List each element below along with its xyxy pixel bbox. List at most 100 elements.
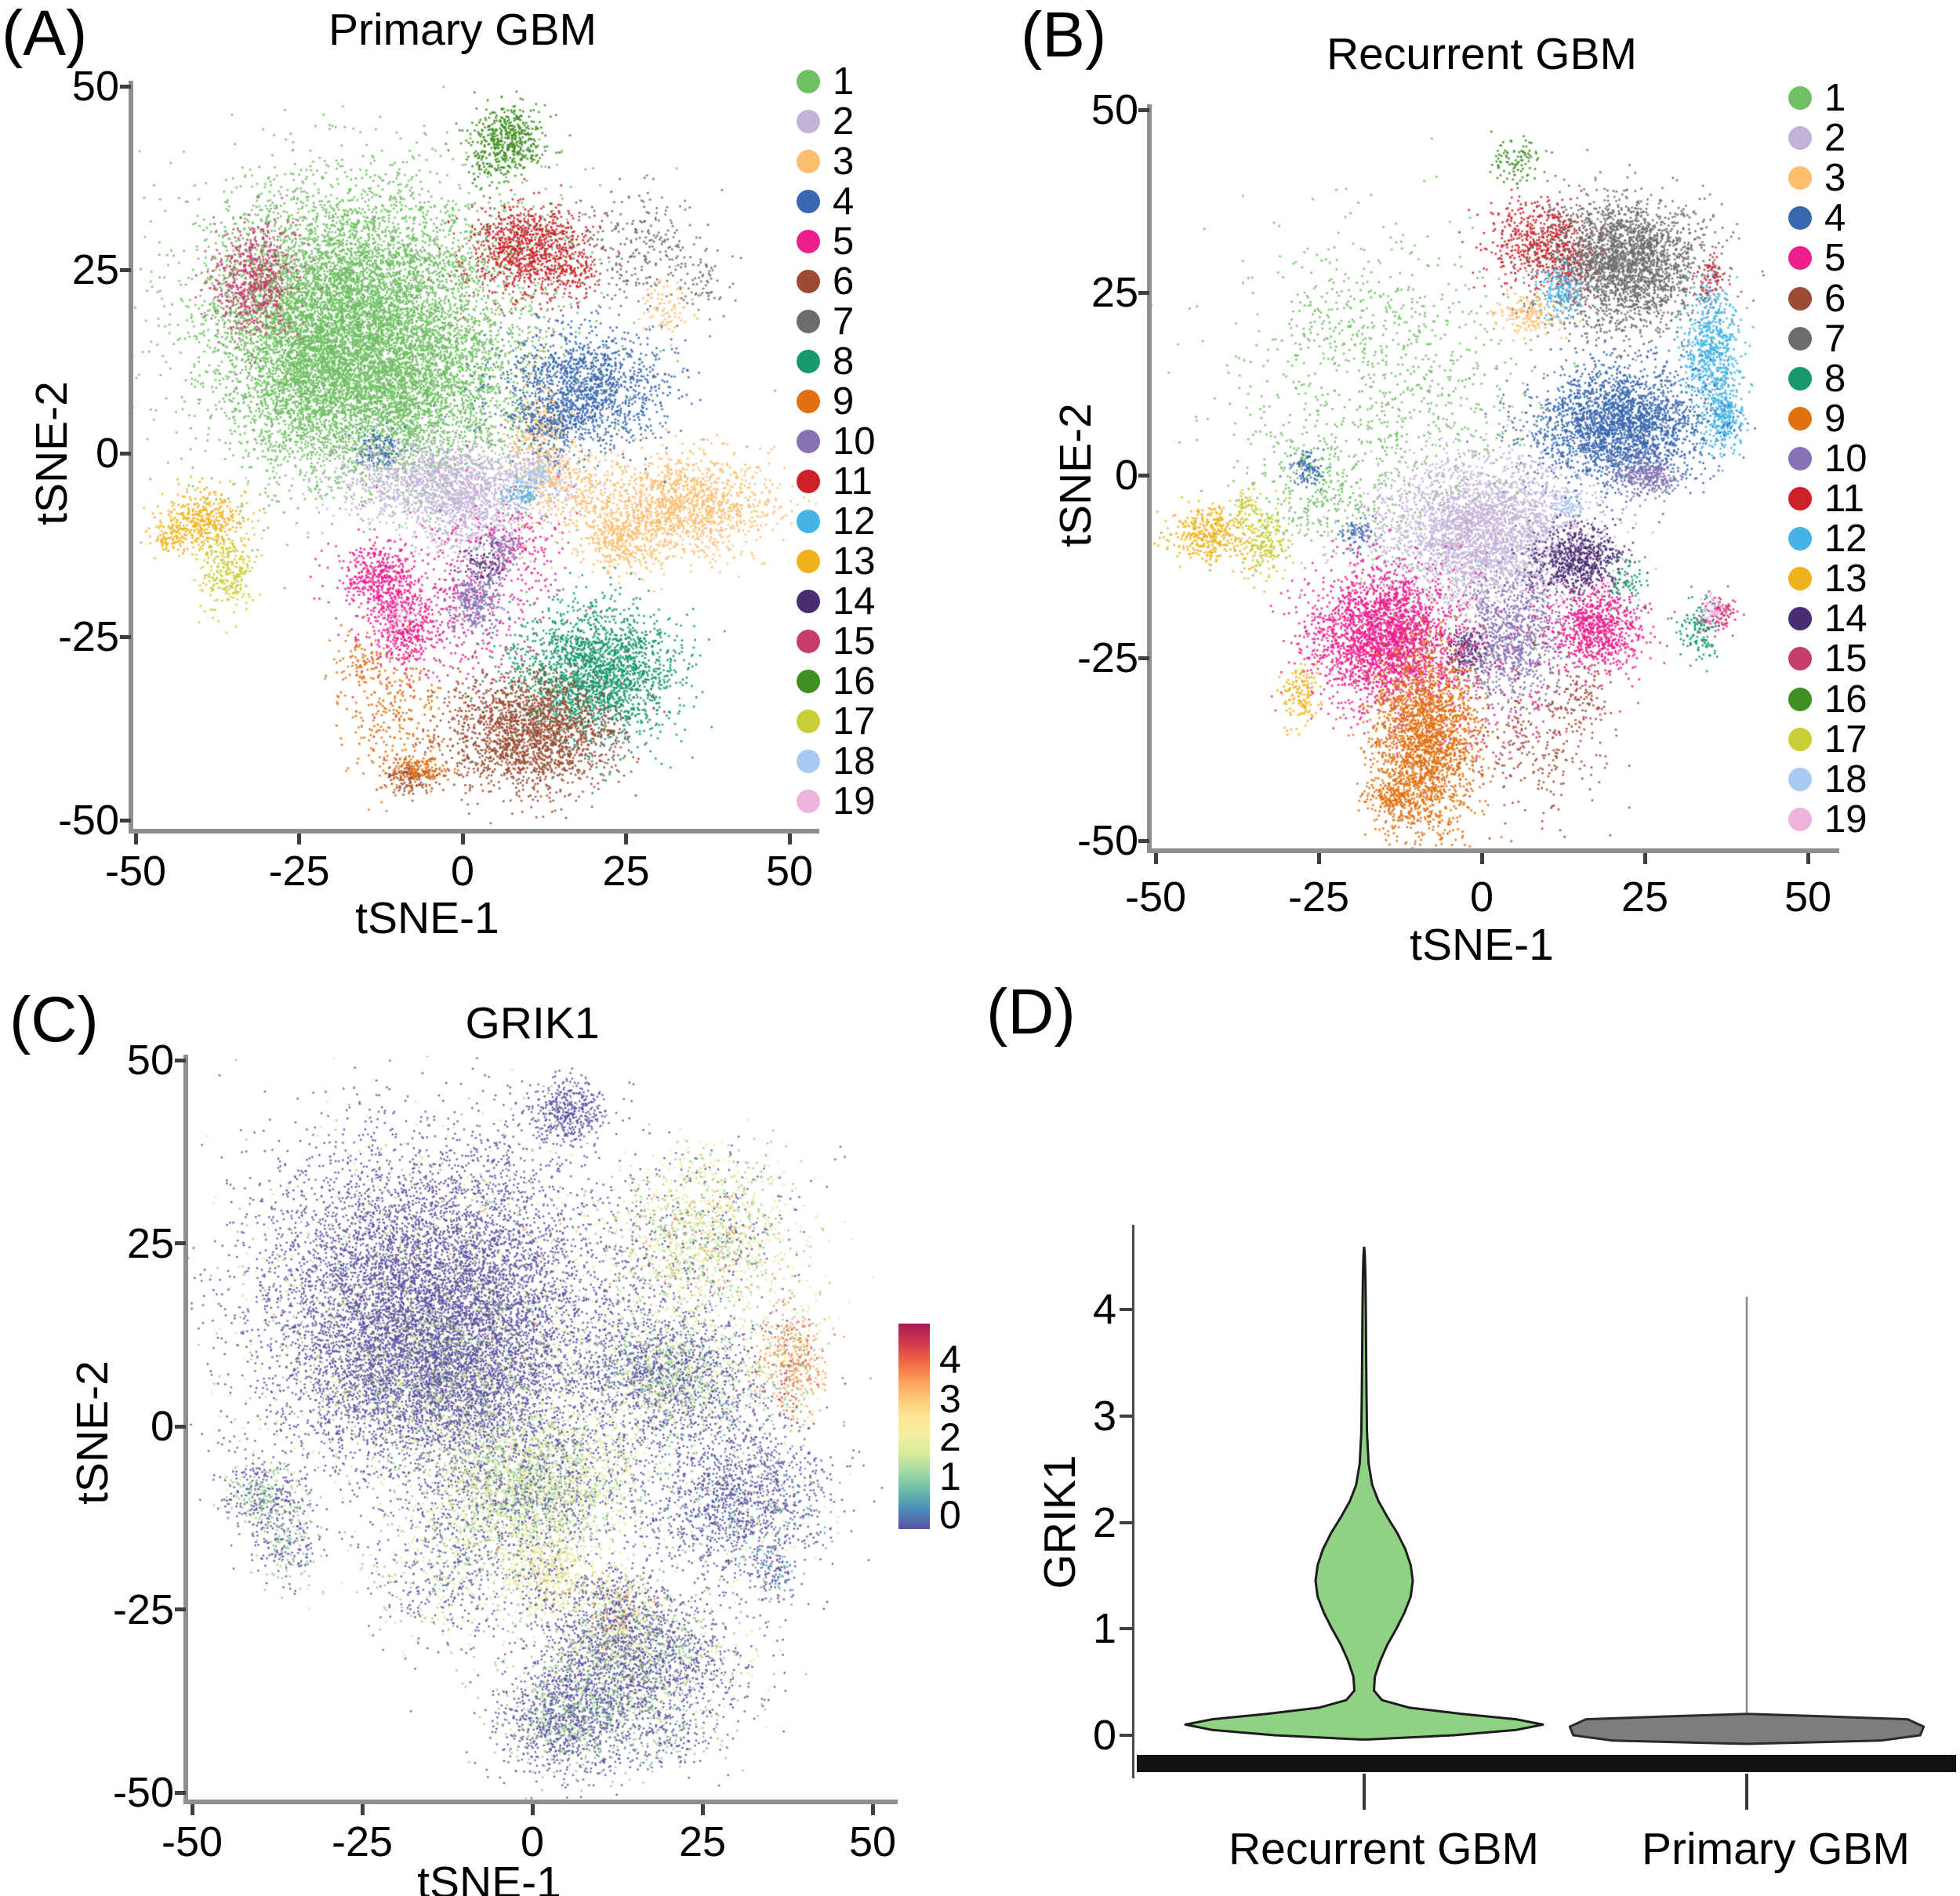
legend-swatch-cluster-3 (797, 150, 820, 173)
violin-recurrent-gbm (1184, 1246, 1544, 1741)
y-axis-tick-label: 25 (71, 246, 119, 293)
legend-label-cluster-17: 17 (1824, 717, 1867, 761)
y-axis-tick-label: -50 (1076, 817, 1138, 864)
panel-c-feature-canvas (186, 1056, 898, 1800)
x-axis-tick-label: 50 (848, 1818, 897, 1865)
legend-label-cluster-11: 11 (1824, 478, 1864, 520)
legend-label-cluster-16: 16 (1824, 677, 1867, 721)
legend-swatch-cluster-3 (1788, 166, 1812, 191)
panel-b-scatter-canvas (1149, 106, 1839, 848)
panel-b-title: Recurrent GBM (1327, 29, 1637, 79)
x-axis-tick-label: -25 (268, 848, 330, 895)
legend-swatch-cluster-15 (797, 630, 820, 653)
y-axis-tick (120, 84, 131, 89)
legend-swatch-cluster-2 (1788, 126, 1812, 151)
panel-d-corner-label: (D) (986, 976, 1076, 1048)
x-axis-tick (190, 1804, 194, 1815)
legend-label-cluster-7: 7 (1824, 317, 1846, 360)
y-axis-tick (1138, 838, 1149, 843)
y-axis-tick (175, 1058, 186, 1062)
y-axis-tick-label: -50 (112, 1769, 174, 1816)
y-axis-tick-label: 25 (126, 1219, 174, 1267)
x-axis-tick-label: -25 (1287, 874, 1350, 921)
y-axis-tick-label: 0 (95, 430, 119, 477)
panel-d-violin-plot (1137, 1246, 1956, 1810)
y-axis-tick (1120, 1414, 1132, 1418)
legend-label-cluster-17: 17 (833, 700, 876, 743)
legend-label-cluster-8: 8 (1824, 357, 1846, 400)
colorbar-tick-label: 4 (939, 1338, 961, 1382)
y-axis-tick-label: 1 (1092, 1605, 1116, 1653)
legend-label-cluster-18: 18 (1824, 757, 1867, 801)
violin-primary-gbm (1568, 1713, 1926, 1745)
x-axis-tick-label: -50 (161, 1818, 223, 1865)
x-axis-line (183, 1800, 898, 1804)
legend-swatch-cluster-8 (797, 350, 820, 373)
x-axis-tick-label: 0 (520, 1818, 545, 1865)
y-axis-tick (175, 1790, 186, 1795)
y-axis-line (129, 81, 133, 831)
legend-label-cluster-14: 14 (833, 580, 876, 623)
legend-label-cluster-13: 13 (1824, 558, 1867, 601)
panel-b-xlabel: tSNE-1 (1410, 920, 1554, 970)
legend-label-cluster-4: 4 (1824, 197, 1846, 240)
colorbar-tick-label: 0 (939, 1493, 961, 1537)
x-axis-tick (1479, 853, 1484, 864)
y-axis-tick-label: 0 (1114, 452, 1138, 499)
legend-label-cluster-8: 8 (833, 340, 855, 383)
legend-label-cluster-4: 4 (833, 180, 855, 223)
y-axis-tick (1138, 107, 1149, 112)
legend-label-cluster-6: 6 (833, 260, 855, 303)
legend-swatch-cluster-5 (797, 230, 820, 253)
panel-d-category-recurrent: Recurrent GBM (1229, 1824, 1539, 1874)
legend-swatch-cluster-16 (797, 670, 820, 693)
x-axis-tick (1153, 853, 1158, 864)
legend-swatch-cluster-18 (797, 750, 820, 773)
legend-label-cluster-2: 2 (833, 100, 855, 143)
panel-c-title: GRIK1 (465, 998, 600, 1048)
y-axis-tick-label: 50 (126, 1037, 174, 1084)
panel-d-category-primary: Primary GBM (1642, 1824, 1910, 1874)
legend-swatch-cluster-12 (1788, 527, 1812, 551)
colorbar-tick-label: 3 (939, 1376, 961, 1421)
legend-label-cluster-1: 1 (833, 60, 855, 103)
x-axis-tick (360, 1804, 365, 1815)
legend-swatch-cluster-13 (797, 550, 820, 573)
legend-label-cluster-7: 7 (833, 300, 855, 343)
legend-label-cluster-5: 5 (833, 220, 855, 263)
legend-label-cluster-19: 19 (833, 780, 876, 823)
y-axis-tick-label: 3 (1092, 1392, 1116, 1440)
legend-label-cluster-18: 18 (833, 740, 876, 783)
y-axis-tick-label: 4 (1092, 1286, 1116, 1333)
x-axis-tick-label: 25 (602, 848, 650, 895)
legend-label-cluster-3: 3 (833, 140, 855, 183)
legend-label-cluster-1: 1 (1824, 77, 1846, 119)
y-axis-line (1147, 104, 1152, 853)
legend-swatch-cluster-16 (1788, 687, 1812, 711)
y-axis-tick (120, 634, 131, 639)
y-axis-tick-label: 0 (150, 1403, 174, 1450)
legend-swatch-cluster-10 (797, 430, 820, 453)
panel-a-xlabel: tSNE-1 (355, 893, 499, 943)
legend-label-cluster-16: 16 (833, 660, 876, 703)
legend-swatch-cluster-18 (1788, 767, 1812, 791)
x-axis-tick-label: 0 (1469, 874, 1494, 921)
x-axis-tick (787, 834, 792, 844)
panel-c-xlabel: tSNE-1 (417, 1858, 561, 1896)
legend-swatch-cluster-11 (1788, 487, 1812, 510)
y-axis-line (1132, 1225, 1134, 1778)
legend-label-cluster-15: 15 (833, 620, 876, 663)
y-axis-tick (1138, 656, 1149, 660)
panel-a-corner-label: (A) (2, 0, 88, 69)
legend-swatch-cluster-9 (1788, 406, 1812, 430)
y-axis-tick (120, 267, 131, 272)
legend-swatch-cluster-1 (797, 70, 820, 93)
x-axis-tick-label: -50 (104, 848, 167, 895)
y-axis-tick (120, 818, 131, 823)
legend-label-cluster-2: 2 (1824, 117, 1846, 160)
legend-swatch-cluster-17 (797, 710, 820, 733)
legend-swatch-cluster-12 (797, 510, 820, 533)
legend-swatch-cluster-4 (1788, 206, 1812, 231)
legend-swatch-cluster-10 (1788, 446, 1812, 470)
